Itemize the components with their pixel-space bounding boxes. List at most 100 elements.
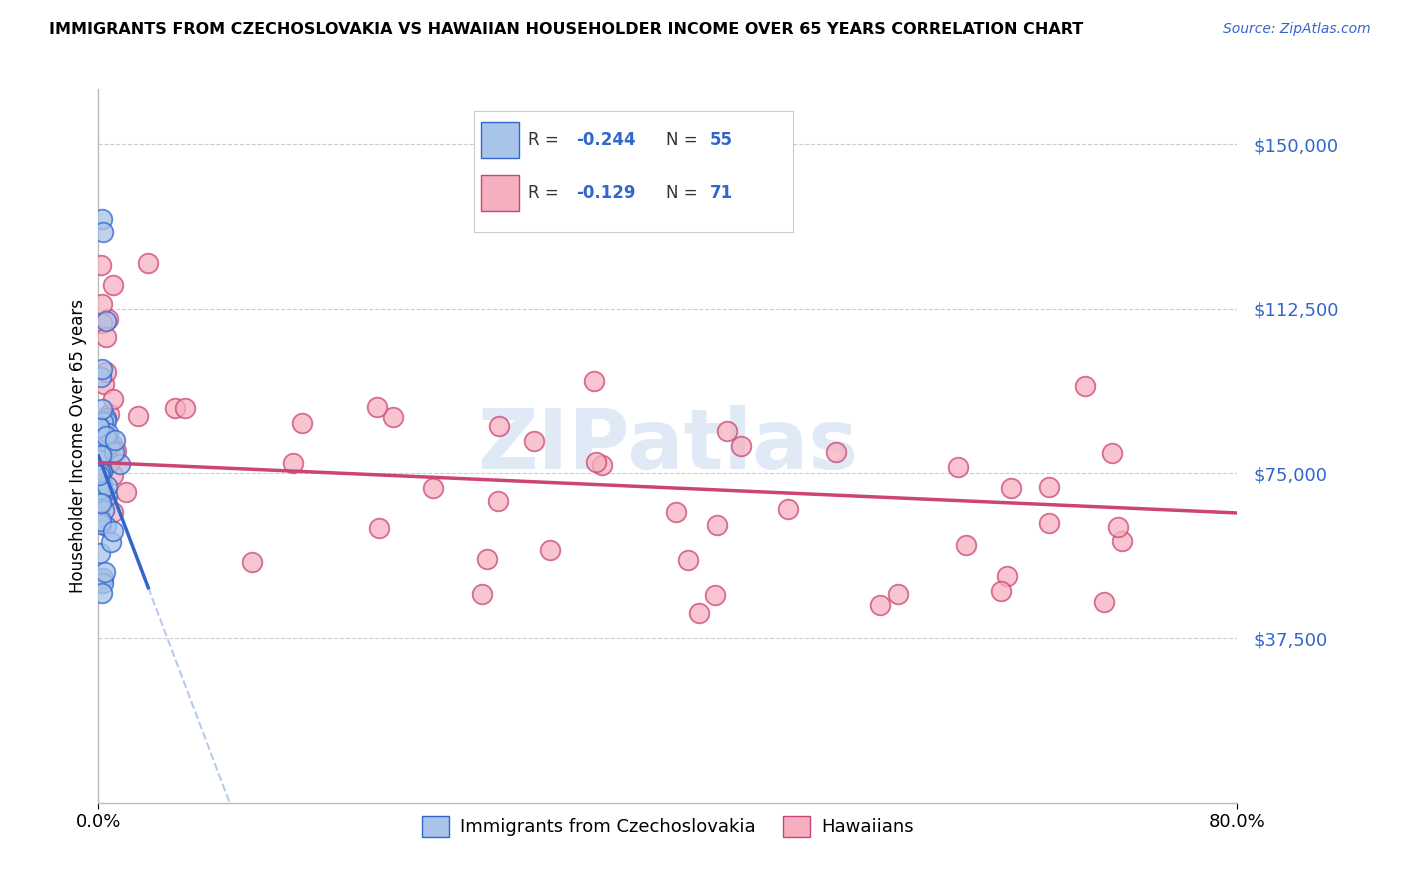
Point bbox=[381, 410, 404, 425]
Point bbox=[98, 407, 121, 421]
Point bbox=[96, 479, 118, 493]
Y-axis label: Householder Income Over 65 years: Householder Income Over 65 years bbox=[69, 299, 87, 593]
Point bbox=[89, 467, 111, 482]
Point bbox=[91, 211, 114, 226]
Point bbox=[97, 437, 120, 451]
Point bbox=[538, 542, 561, 557]
Point bbox=[90, 431, 112, 445]
Point bbox=[1038, 480, 1060, 494]
Point bbox=[89, 420, 111, 434]
Point bbox=[97, 425, 120, 440]
Point bbox=[1092, 595, 1115, 609]
Point bbox=[90, 430, 112, 444]
Point bbox=[90, 440, 112, 454]
Point bbox=[103, 444, 125, 458]
Point bbox=[89, 508, 111, 523]
Point bbox=[471, 587, 494, 601]
Point bbox=[90, 448, 112, 462]
Point bbox=[91, 415, 114, 429]
Point bbox=[1101, 446, 1123, 460]
Point bbox=[89, 419, 111, 434]
Point bbox=[101, 437, 124, 451]
Point bbox=[136, 255, 159, 269]
Point bbox=[90, 448, 112, 462]
Point bbox=[89, 432, 111, 446]
Point bbox=[89, 467, 111, 482]
Text: ZIPatlas: ZIPatlas bbox=[478, 406, 858, 486]
Point bbox=[89, 496, 111, 510]
Point bbox=[688, 606, 710, 620]
Point bbox=[90, 258, 112, 272]
Point bbox=[90, 297, 112, 311]
Point bbox=[91, 225, 114, 239]
Point bbox=[585, 455, 607, 469]
Point bbox=[676, 553, 699, 567]
Point bbox=[89, 466, 111, 480]
Point bbox=[100, 534, 122, 549]
Point bbox=[1107, 520, 1129, 534]
Point bbox=[96, 489, 118, 503]
Point bbox=[91, 493, 114, 508]
Point bbox=[89, 463, 111, 477]
Point bbox=[90, 517, 112, 532]
Point bbox=[96, 414, 118, 428]
Point bbox=[101, 504, 124, 518]
Point bbox=[990, 584, 1012, 599]
Point bbox=[368, 520, 391, 534]
Point bbox=[90, 449, 112, 463]
Point bbox=[89, 546, 111, 560]
Point bbox=[96, 314, 118, 328]
Point bbox=[89, 491, 111, 506]
Point bbox=[94, 429, 117, 443]
Point bbox=[995, 569, 1018, 583]
Point bbox=[91, 432, 114, 446]
Point bbox=[127, 409, 149, 423]
Point bbox=[89, 454, 111, 468]
Point bbox=[240, 555, 263, 569]
Point bbox=[101, 468, 124, 483]
Point bbox=[90, 488, 112, 502]
Point bbox=[776, 502, 799, 516]
Point bbox=[90, 573, 112, 587]
Point bbox=[90, 482, 112, 496]
Point bbox=[89, 467, 111, 481]
Point bbox=[96, 519, 118, 533]
Point bbox=[523, 434, 546, 449]
Point bbox=[89, 459, 111, 474]
Point bbox=[97, 311, 120, 326]
Point bbox=[90, 586, 112, 600]
Point bbox=[90, 448, 112, 462]
Point bbox=[366, 401, 388, 415]
Point bbox=[101, 524, 124, 538]
Point bbox=[94, 410, 117, 425]
Point bbox=[90, 402, 112, 417]
Point bbox=[90, 477, 112, 491]
Point bbox=[583, 374, 606, 388]
Point bbox=[89, 447, 111, 461]
Point bbox=[93, 376, 115, 391]
Point bbox=[93, 502, 115, 516]
Point bbox=[89, 477, 111, 491]
Point bbox=[704, 588, 727, 602]
Point bbox=[955, 538, 977, 552]
Point bbox=[96, 365, 118, 379]
Point bbox=[173, 401, 195, 415]
Point bbox=[90, 464, 112, 478]
Point bbox=[93, 575, 115, 590]
Point bbox=[1038, 516, 1060, 531]
Point bbox=[90, 423, 112, 437]
Point bbox=[94, 565, 117, 579]
Text: IMMIGRANTS FROM CZECHOSLOVAKIA VS HAWAIIAN HOUSEHOLDER INCOME OVER 65 YEARS CORR: IMMIGRANTS FROM CZECHOSLOVAKIA VS HAWAII… bbox=[49, 22, 1084, 37]
Point bbox=[730, 440, 752, 454]
Point bbox=[101, 277, 124, 292]
Point bbox=[105, 444, 128, 458]
Point bbox=[475, 551, 498, 566]
Point bbox=[91, 462, 114, 476]
Point bbox=[1073, 379, 1095, 393]
Point bbox=[488, 494, 510, 508]
Point bbox=[291, 417, 314, 431]
Point bbox=[90, 370, 112, 384]
Text: Source: ZipAtlas.com: Source: ZipAtlas.com bbox=[1223, 22, 1371, 37]
Point bbox=[103, 392, 125, 406]
Point bbox=[1111, 533, 1133, 548]
